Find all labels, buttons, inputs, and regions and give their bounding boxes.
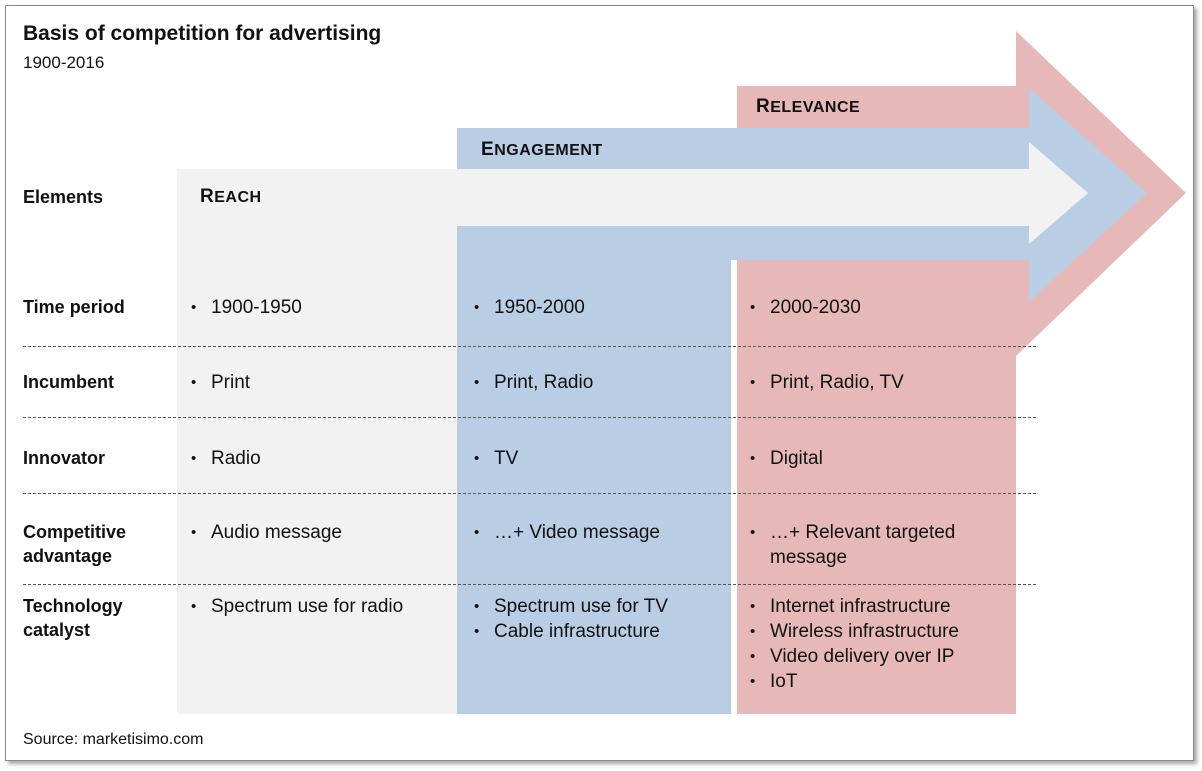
row-label-incumbent: Incumbent <box>23 372 115 392</box>
row-label-elements: Elements <box>23 187 104 207</box>
row-divider <box>23 493 1036 494</box>
cell-time-period-relevance: 2000-2030 <box>748 295 1008 320</box>
cell-innovator-relevance: Digital <box>748 446 1008 471</box>
cell-competitive-advantage-engagement: …+ Video message <box>472 520 722 545</box>
cell-technology-catalyst-engagement: Spectrum use for TVCable infrastructure <box>472 594 727 644</box>
row-label-technology-catalyst: Technology catalyst <box>23 596 123 640</box>
row-divider <box>23 584 1036 585</box>
cell-time-period-reach: 1900-1950 <box>189 295 449 320</box>
row-label-innovator: Innovator <box>23 448 106 468</box>
row-label-time-period: Time period <box>23 297 125 317</box>
cell-innovator-reach: Radio <box>189 446 449 471</box>
column-header-relevance: RELEVANCE <box>756 96 861 117</box>
reach-arrow <box>177 142 1088 714</box>
diagram-title: Basis of competition for advertising <box>23 22 382 45</box>
cell-incumbent-relevance: Print, Radio, TV <box>748 370 1008 395</box>
cell-innovator-engagement: TV <box>472 446 722 471</box>
diagram-frame: Basis of competition for advertising 190… <box>5 5 1194 761</box>
row-divider <box>23 417 1036 418</box>
cell-competitive-advantage-relevance: …+ Relevant targeted message <box>748 520 983 570</box>
cell-technology-catalyst-relevance: Internet infrastructureWireless infrastr… <box>748 594 1013 694</box>
column-header-reach: REACH <box>200 186 262 207</box>
column-header-engagement: ENGAGEMENT <box>481 139 603 160</box>
cell-competitive-advantage-reach: Audio message <box>189 520 449 545</box>
row-label-competitive-advantage: Competitive advantage <box>23 522 127 566</box>
engagement-arrow <box>457 88 1147 714</box>
diagram-subtitle: 1900-2016 <box>23 53 105 72</box>
cell-time-period-engagement: 1950-2000 <box>472 295 722 320</box>
cell-technology-catalyst-reach: Spectrum use for radio <box>189 594 454 619</box>
source-note: Source: marketisimo.com <box>23 731 204 748</box>
row-divider <box>23 346 1036 347</box>
cell-incumbent-reach: Print <box>189 370 449 395</box>
cell-incumbent-engagement: Print, Radio <box>472 370 722 395</box>
